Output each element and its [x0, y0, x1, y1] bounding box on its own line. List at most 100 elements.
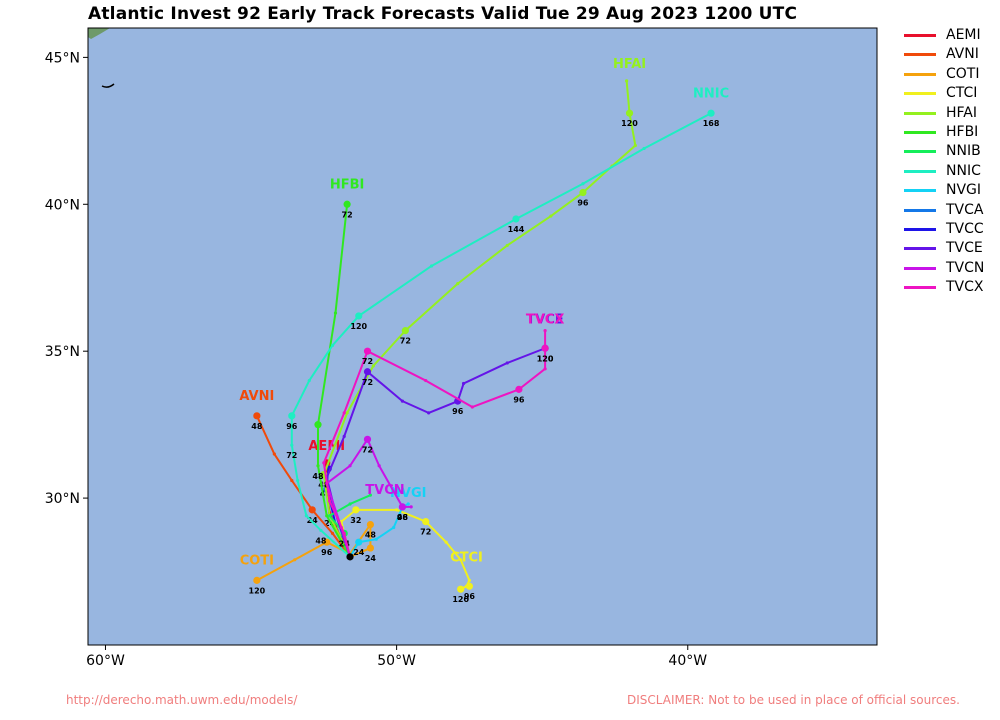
model-name-label: HFBI	[330, 178, 365, 193]
model-name-label: CTCI	[450, 551, 483, 566]
forecast-hour-label: 96	[464, 592, 476, 601]
legend-label: HFAI	[946, 104, 978, 121]
x-tick-label: 60°W	[86, 653, 125, 669]
y-tick-label: 45°N	[45, 50, 80, 66]
track-marker	[422, 518, 430, 526]
track-vertex	[625, 79, 629, 83]
track-vertex	[374, 537, 378, 541]
forecast-hour-label: 96	[286, 422, 298, 431]
forecast-hour-label: 32	[350, 516, 361, 525]
track-vertex	[424, 378, 428, 383]
y-tick-label: 30°N	[45, 491, 80, 507]
legend-label: CTCI	[946, 85, 978, 102]
forecast-hour-label: 24	[324, 519, 336, 528]
forecast-hour-label: 120	[621, 119, 638, 128]
track-vertex	[290, 443, 294, 447]
track-vertex	[581, 182, 585, 186]
footer-url[interactable]: http://derecho.math.uwm.edu/models/	[66, 693, 298, 707]
track-vertex	[322, 461, 326, 465]
legend-item-tvcc: TVCC	[900, 220, 995, 239]
model-name-label: NNIC	[693, 86, 729, 101]
forecast-hour-label: 120	[537, 354, 554, 363]
legend-label: TVCX	[946, 279, 984, 296]
track-line	[290, 112, 712, 558]
track-vertex	[272, 452, 276, 456]
track-vertex	[543, 329, 547, 333]
track-marker	[314, 421, 322, 429]
track-tvcx: 72 96 120 TVCX	[322, 313, 564, 558]
track-vertex	[330, 531, 335, 535]
model-name-label: TVCN	[365, 483, 404, 498]
forecast-hour-label: 48	[312, 472, 324, 481]
track-marker	[323, 538, 331, 546]
track-vertex	[307, 378, 311, 383]
track-vertex	[290, 478, 294, 483]
track-vertex	[409, 505, 413, 509]
forecast-hour-label: 96	[513, 395, 525, 404]
forecast-hour-label: 48	[251, 422, 263, 431]
forecast-hour-label: 144	[508, 225, 525, 234]
model-name-label: AVNI	[239, 389, 274, 404]
legend-label: TVCE	[946, 240, 983, 257]
track-nnic: 48 72 96 120 144 168 NNIC	[286, 86, 729, 558]
track-vertex	[328, 499, 332, 503]
track-marker	[253, 412, 261, 420]
track-vertex	[342, 434, 346, 438]
track-vertex	[345, 411, 349, 415]
track-vertex	[429, 264, 434, 268]
track-marker	[707, 109, 715, 117]
forecast-hour-label: 48	[320, 489, 332, 498]
legend-item-tvce: TVCE	[900, 239, 995, 258]
legend-label: TVCC	[946, 220, 984, 237]
ocean-background	[88, 28, 877, 645]
track-vertex	[543, 367, 547, 371]
tracks-layer: 2448AEMI2448AVNI244896120COTI327296120CT…	[239, 57, 729, 604]
track-marker	[401, 327, 409, 335]
forecast-hour-label: 24	[365, 554, 377, 563]
legend-item-avni: AVNI	[900, 45, 995, 64]
legend-item-ctci: CTCI	[900, 84, 995, 103]
model-name-label: NVGI	[390, 486, 426, 501]
track-vertex	[296, 478, 300, 483]
forecast-hour-label: 48	[365, 531, 377, 540]
forecast-hour-label: 120	[249, 586, 266, 595]
track-marker	[352, 506, 360, 514]
track-vertex	[316, 464, 320, 468]
track-marker	[541, 344, 549, 352]
legend-label: TVCN	[946, 259, 985, 276]
legend-swatch	[904, 169, 936, 173]
x-tick-label: 40°W	[668, 653, 707, 669]
land-layer	[88, 28, 115, 88]
track-vertex	[371, 364, 375, 368]
legend-swatch	[904, 72, 936, 76]
forecast-hour-label: 72	[342, 210, 353, 219]
track-hfbi: 48 72 HFBI	[312, 178, 365, 558]
track-vertex	[444, 540, 448, 544]
legend-item-aemi: AEMI	[900, 26, 995, 45]
forecast-hour-label: 24	[353, 548, 365, 557]
forecast-hour-label: 72	[420, 528, 431, 537]
track-marker	[457, 585, 465, 593]
x-tick-label: 50°W	[377, 653, 416, 669]
track-vertex	[304, 514, 308, 518]
track-vertex	[427, 411, 431, 415]
legend-item-tvcx: TVCX	[900, 278, 995, 297]
legend-swatch	[904, 34, 936, 37]
track-marker	[366, 520, 375, 529]
track-vertex	[328, 514, 332, 518]
track-vertex	[368, 493, 373, 497]
current-position-marker	[346, 553, 354, 561]
forecast-hour-label: 24	[339, 539, 351, 548]
forecast-hour-label: 72	[362, 357, 373, 366]
track-marker	[363, 435, 372, 443]
forecast-hour-label: 72	[400, 337, 411, 346]
legend-label: HFBI	[946, 123, 979, 140]
legend-label: AVNI	[946, 46, 979, 63]
legend-label: NNIC	[946, 162, 981, 179]
track-line	[322, 80, 637, 558]
forecast-hour-label: 48	[318, 481, 330, 490]
track-marker	[625, 109, 634, 117]
legend-swatch	[904, 247, 936, 251]
